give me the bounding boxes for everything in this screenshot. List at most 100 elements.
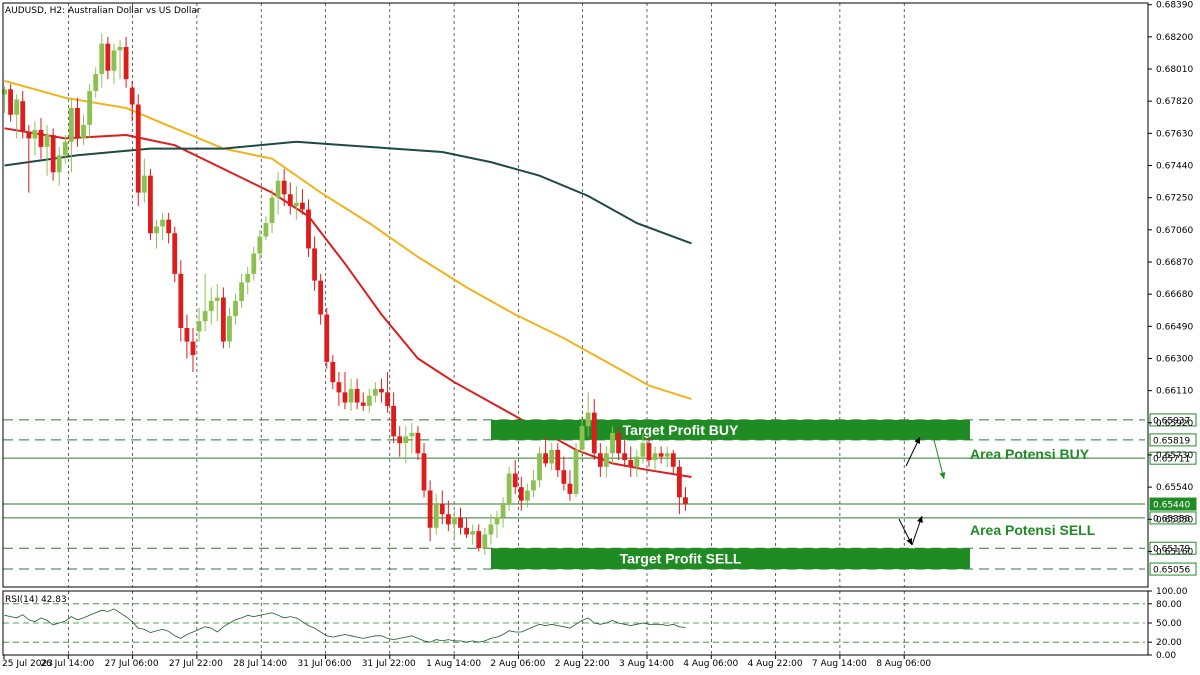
candle-body — [360, 402, 366, 406]
candle-body — [433, 504, 439, 528]
candle-body — [397, 436, 403, 444]
candle-body — [664, 453, 670, 457]
signal-arrow-head — [917, 516, 923, 523]
price-axis: 0.65937 0.65819 0.65711 0.65440 0.65358 0.651… — [1148, 1, 1197, 576]
candle-body — [488, 524, 494, 535]
x-tick-label: 4 Aug 22:00 — [748, 659, 803, 669]
candle-body — [330, 361, 336, 383]
price-level-box — [1149, 433, 1197, 447]
target-zones: Target Profit BUY Target Profit SELL — [491, 419, 970, 570]
rsi-line — [4, 608, 686, 643]
candle-body — [99, 43, 105, 75]
x-tick-label: 2 Aug 22:00 — [555, 659, 610, 669]
candle-body — [178, 273, 184, 329]
price-level-label: 0.65440 — [1153, 501, 1190, 511]
candle-body — [172, 233, 178, 274]
candle-body — [494, 517, 500, 525]
candle-body — [385, 392, 390, 406]
candle-body — [14, 99, 20, 115]
x-tick-label: 1 Aug 14:00 — [426, 659, 481, 669]
price-level-label: 0.65056 — [1153, 566, 1190, 576]
candlesticks[interactable] — [2, 33, 688, 555]
candle-body — [652, 453, 658, 461]
candle-body — [634, 456, 640, 467]
moving-average-line — [4, 140, 692, 245]
candle-body — [628, 460, 634, 467]
candle-body — [342, 392, 348, 403]
price-level-box — [1149, 541, 1197, 555]
candle-body — [579, 426, 585, 450]
candle-body — [87, 91, 93, 125]
candle-body — [287, 194, 293, 207]
y-tick-label: 0.66490 — [1156, 322, 1193, 332]
candle-body — [482, 534, 488, 549]
candle-body — [403, 436, 409, 444]
chart-frames — [2, 2, 1149, 656]
candle-body — [148, 175, 153, 234]
signal-arrow-head — [906, 538, 912, 545]
candle-body — [93, 74, 99, 92]
candle-body — [415, 432, 421, 454]
target-zone-label: Target Profit SELL — [620, 551, 742, 567]
target-zone-label: Target Profit BUY — [623, 422, 739, 438]
y-tick-label: 0.66110 — [1156, 387, 1193, 397]
candle-body — [354, 388, 360, 403]
candle-body — [306, 209, 311, 249]
candle-body — [275, 180, 281, 198]
candle-body — [56, 155, 62, 173]
price-level-box — [1149, 413, 1197, 427]
candle-body — [135, 104, 141, 193]
price-level-label: 0.65819 — [1153, 436, 1190, 446]
candle-body — [409, 432, 415, 437]
rsi-tick-label: 80.00 — [1156, 600, 1182, 610]
candle-body — [269, 197, 275, 224]
y-tick-label: 0.68390 — [1156, 1, 1193, 11]
candle-body — [208, 300, 214, 312]
candle-body — [336, 382, 342, 393]
candle-body — [561, 470, 567, 484]
candle-body — [445, 514, 451, 525]
candle-body — [312, 248, 317, 281]
candle-body — [421, 453, 427, 491]
candle-body — [476, 531, 482, 549]
candle-body — [184, 328, 190, 342]
x-tick-label: 25 Jul 2023 — [2, 659, 53, 669]
candle-body — [239, 282, 245, 301]
candle-body — [38, 129, 44, 147]
candle-body — [324, 314, 330, 362]
candle-body — [427, 490, 433, 528]
candle-body — [251, 253, 257, 274]
y-tick-label: 0.67820 — [1156, 97, 1193, 107]
candle-body — [8, 89, 13, 115]
candle-body — [518, 487, 524, 501]
candle-body — [591, 412, 597, 454]
price-level-box — [1149, 511, 1197, 525]
candle-body — [68, 107, 74, 142]
candle-body — [676, 466, 682, 498]
candle-body — [227, 316, 232, 342]
x-tick-label: 31 Jul 22:00 — [362, 659, 416, 669]
candle-body — [616, 432, 621, 454]
candle-body — [233, 300, 238, 317]
candle-body — [20, 101, 26, 132]
x-tick-label: 27 Jul 06:00 — [105, 659, 159, 669]
candle-body — [348, 388, 354, 403]
y-tick-label: 0.65920 — [1156, 419, 1193, 429]
y-tick-label: 0.68010 — [1156, 65, 1193, 75]
y-tick-label: 0.66680 — [1156, 290, 1193, 300]
x-tick-label: 7 Aug 14:00 — [812, 659, 867, 669]
y-tick-label: 0.65730 — [1156, 451, 1193, 461]
candle-body — [452, 517, 457, 525]
candle-body — [658, 453, 664, 457]
area-label: Area Potensi BUY — [970, 446, 1090, 462]
price-level-label: 0.65711 — [1153, 455, 1190, 465]
candle-body — [111, 50, 117, 71]
y-tick-label: 0.65350 — [1156, 515, 1193, 525]
candle-body — [293, 202, 299, 207]
price-level-label: 0.65179 — [1153, 545, 1190, 555]
x-tick-label: 2 Aug 06:00 — [490, 659, 545, 669]
rsi-tick-label: 50.00 — [1156, 619, 1182, 629]
candle-body — [190, 341, 196, 356]
candle-body — [196, 321, 202, 332]
